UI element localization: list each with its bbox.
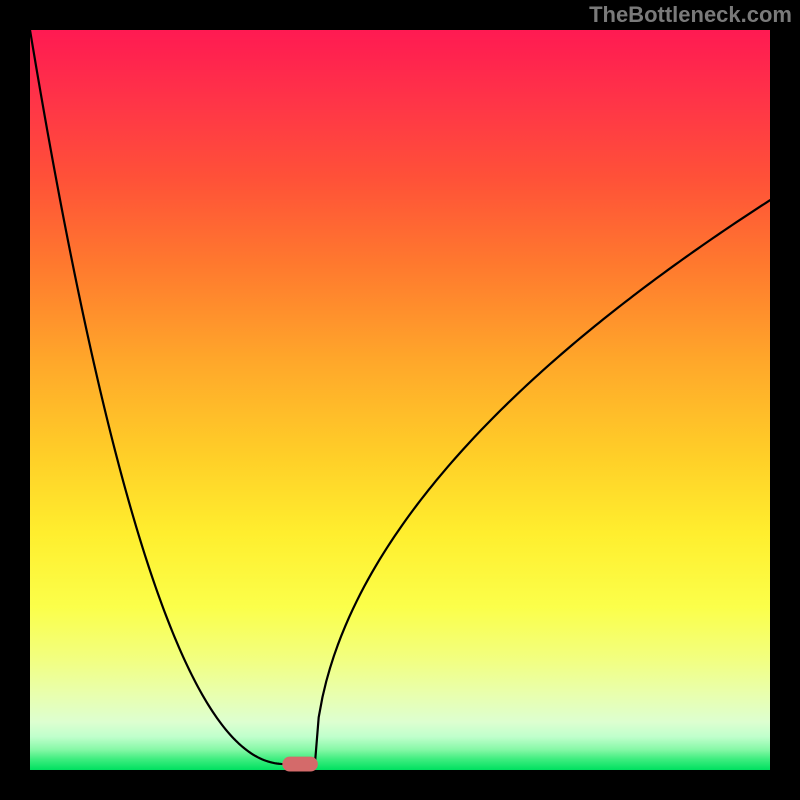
bottleneck-chart [0,0,800,800]
chart-stage: TheBottleneck.com [0,0,800,800]
chart-gradient-background [30,30,770,770]
bottleneck-marker [282,757,318,772]
